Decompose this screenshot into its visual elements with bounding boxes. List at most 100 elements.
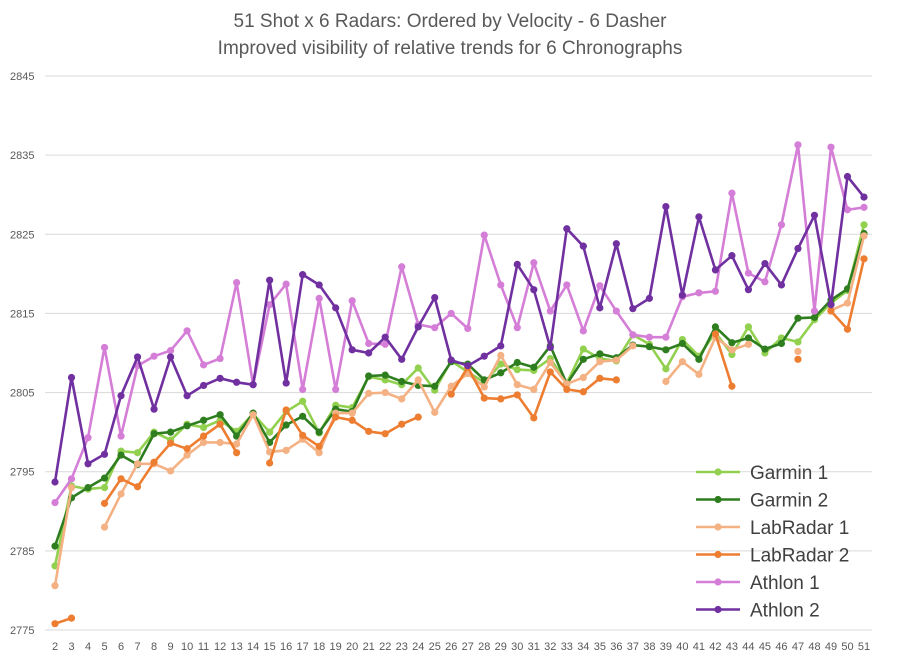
data-point bbox=[645, 343, 653, 351]
data-point bbox=[117, 490, 125, 498]
data-point bbox=[579, 388, 587, 396]
data-point bbox=[315, 428, 323, 436]
data-point bbox=[216, 411, 224, 419]
data-point bbox=[199, 361, 208, 369]
data-point bbox=[398, 395, 406, 403]
data-point bbox=[662, 377, 670, 386]
data-point bbox=[530, 286, 538, 294]
data-point bbox=[464, 324, 472, 333]
y-tick-label: 2845 bbox=[10, 71, 34, 83]
data-point bbox=[199, 381, 208, 390]
data-point bbox=[645, 333, 653, 341]
data-point bbox=[579, 242, 587, 250]
data-point bbox=[266, 301, 274, 309]
gridlines bbox=[45, 75, 872, 631]
legend-marker bbox=[714, 495, 722, 504]
data-point bbox=[860, 203, 868, 211]
data-point bbox=[67, 614, 76, 622]
data-point bbox=[365, 427, 373, 435]
series-6 bbox=[51, 172, 868, 486]
data-point bbox=[662, 333, 670, 341]
data-point bbox=[497, 342, 505, 350]
data-point bbox=[84, 434, 92, 442]
data-point bbox=[84, 483, 92, 492]
data-point bbox=[348, 416, 356, 424]
data-point bbox=[761, 259, 769, 268]
data-point bbox=[546, 307, 554, 315]
data-point bbox=[843, 299, 852, 307]
data-point bbox=[497, 369, 505, 377]
data-point bbox=[513, 260, 521, 268]
data-point bbox=[183, 445, 191, 453]
x-tick-label: 21 bbox=[363, 641, 375, 653]
x-tick-label: 26 bbox=[445, 641, 457, 653]
data-point bbox=[414, 364, 422, 372]
data-point bbox=[51, 478, 59, 486]
data-point bbox=[695, 289, 703, 297]
data-point bbox=[67, 475, 76, 483]
x-tick-label: 36 bbox=[610, 641, 622, 653]
legend-marker bbox=[714, 523, 722, 531]
x-tick-label: 35 bbox=[594, 641, 606, 653]
data-point bbox=[183, 422, 191, 430]
data-point bbox=[315, 281, 323, 289]
data-point bbox=[513, 391, 521, 399]
data-point bbox=[579, 355, 587, 363]
data-point bbox=[464, 362, 472, 370]
data-point bbox=[579, 345, 587, 353]
data-point bbox=[596, 350, 604, 358]
x-tick-label: 34 bbox=[577, 641, 589, 653]
data-point bbox=[216, 354, 224, 363]
data-point bbox=[398, 420, 406, 428]
x-tick-label: 42 bbox=[709, 641, 721, 653]
data-point bbox=[612, 376, 620, 384]
data-point bbox=[794, 141, 802, 149]
data-point bbox=[282, 446, 290, 454]
series-5 bbox=[51, 141, 868, 507]
data-point bbox=[777, 339, 786, 348]
data-point bbox=[579, 373, 587, 382]
data-point bbox=[563, 281, 571, 289]
data-point bbox=[249, 411, 257, 419]
x-tick-label: 15 bbox=[264, 641, 276, 653]
data-point bbox=[348, 346, 356, 354]
series-line bbox=[53, 143, 865, 504]
data-point bbox=[513, 366, 521, 374]
data-point bbox=[299, 385, 307, 394]
y-tick-label: 2835 bbox=[10, 150, 34, 162]
y-axis: 2775 2785 2795 2805 2815 2825 2835 2845 bbox=[10, 71, 34, 637]
data-point bbox=[381, 430, 389, 438]
data-point bbox=[596, 282, 604, 290]
data-point bbox=[315, 449, 323, 457]
data-point bbox=[365, 389, 373, 397]
data-point bbox=[711, 330, 720, 338]
data-point bbox=[67, 483, 76, 492]
data-point bbox=[117, 432, 125, 440]
data-point bbox=[447, 356, 455, 364]
chart-subtitle: Improved visibility of relative trends f… bbox=[218, 38, 683, 59]
data-point bbox=[233, 432, 241, 440]
data-point bbox=[348, 409, 356, 417]
data-point bbox=[530, 414, 538, 422]
data-point bbox=[282, 379, 290, 387]
data-point bbox=[315, 294, 323, 302]
data-point bbox=[744, 286, 753, 294]
data-point bbox=[282, 280, 290, 288]
data-point bbox=[199, 438, 208, 447]
x-tick-label: 44 bbox=[742, 641, 754, 653]
series-2 bbox=[51, 229, 868, 550]
x-tick-label: 8 bbox=[151, 641, 157, 653]
data-point bbox=[216, 374, 224, 382]
data-point bbox=[299, 397, 307, 405]
data-point bbox=[794, 347, 802, 356]
x-tick-label: 47 bbox=[792, 641, 804, 653]
data-point bbox=[216, 438, 224, 447]
y-tick-label: 2775 bbox=[10, 625, 34, 637]
data-point bbox=[662, 346, 670, 354]
data-point bbox=[843, 172, 852, 181]
data-point bbox=[596, 304, 604, 312]
data-point bbox=[612, 307, 620, 315]
data-point bbox=[678, 339, 686, 348]
data-point bbox=[51, 498, 59, 507]
